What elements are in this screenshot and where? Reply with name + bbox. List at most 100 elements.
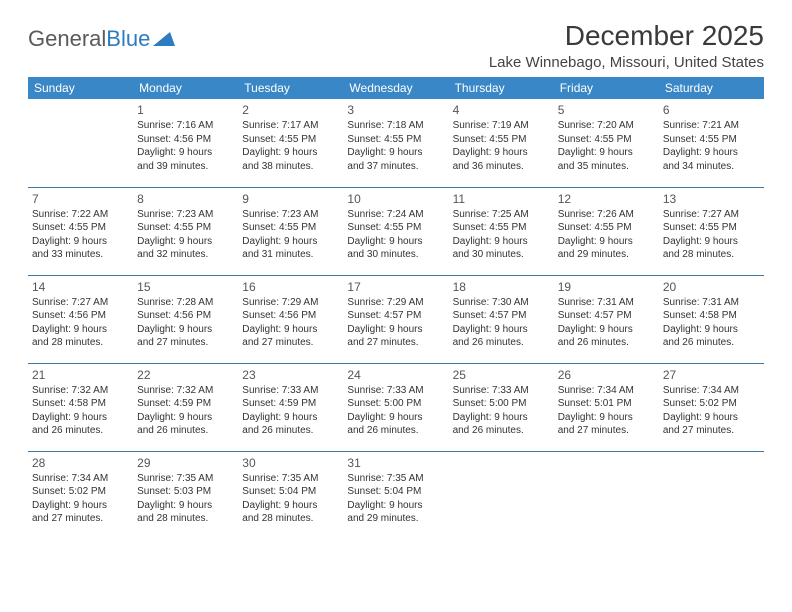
daylight-text: Daylight: 9 hours — [137, 235, 234, 249]
calendar-day-cell: 17Sunrise: 7:29 AMSunset: 4:57 PMDayligh… — [343, 275, 448, 363]
day-header: Tuesday — [238, 77, 343, 99]
sunrise-text: Sunrise: 7:27 AM — [32, 296, 129, 310]
sunset-text: Sunset: 4:55 PM — [663, 221, 760, 235]
calendar-day-cell: 26Sunrise: 7:34 AMSunset: 5:01 PMDayligh… — [554, 363, 659, 451]
sunrise-text: Sunrise: 7:33 AM — [242, 384, 339, 398]
sunrise-text: Sunrise: 7:17 AM — [242, 119, 339, 133]
day-number: 10 — [347, 191, 444, 207]
day-header: Sunday — [28, 77, 133, 99]
daylight-text: Daylight: 9 hours — [558, 411, 655, 425]
calendar-day-cell: 14Sunrise: 7:27 AMSunset: 4:56 PMDayligh… — [28, 275, 133, 363]
calendar-day-cell: 11Sunrise: 7:25 AMSunset: 4:55 PMDayligh… — [449, 187, 554, 275]
sunrise-text: Sunrise: 7:32 AM — [137, 384, 234, 398]
sunset-text: Sunset: 4:59 PM — [242, 397, 339, 411]
day-number: 25 — [453, 367, 550, 383]
sunrise-text: Sunrise: 7:28 AM — [137, 296, 234, 310]
daylight-text: and 28 minutes. — [32, 336, 129, 350]
sunrise-text: Sunrise: 7:21 AM — [663, 119, 760, 133]
sunrise-text: Sunrise: 7:27 AM — [663, 208, 760, 222]
sunrise-text: Sunrise: 7:25 AM — [453, 208, 550, 222]
sunrise-text: Sunrise: 7:35 AM — [242, 472, 339, 486]
day-number: 11 — [453, 191, 550, 207]
calendar-day-cell: 21Sunrise: 7:32 AMSunset: 4:58 PMDayligh… — [28, 363, 133, 451]
daylight-text: Daylight: 9 hours — [453, 323, 550, 337]
calendar-day-cell: 19Sunrise: 7:31 AMSunset: 4:57 PMDayligh… — [554, 275, 659, 363]
daylight-text: and 39 minutes. — [137, 160, 234, 174]
daylight-text: and 26 minutes. — [453, 336, 550, 350]
sunset-text: Sunset: 4:56 PM — [137, 309, 234, 323]
sunrise-text: Sunrise: 7:35 AM — [347, 472, 444, 486]
daylight-text: and 27 minutes. — [663, 424, 760, 438]
calendar-day-cell: 25Sunrise: 7:33 AMSunset: 5:00 PMDayligh… — [449, 363, 554, 451]
day-number: 29 — [137, 455, 234, 471]
calendar-day-cell: 29Sunrise: 7:35 AMSunset: 5:03 PMDayligh… — [133, 451, 238, 539]
day-number: 1 — [137, 102, 234, 118]
calendar-day-cell: 15Sunrise: 7:28 AMSunset: 4:56 PMDayligh… — [133, 275, 238, 363]
daylight-text: Daylight: 9 hours — [137, 323, 234, 337]
sunset-text: Sunset: 4:55 PM — [32, 221, 129, 235]
calendar-day-cell: 30Sunrise: 7:35 AMSunset: 5:04 PMDayligh… — [238, 451, 343, 539]
daylight-text: and 27 minutes. — [558, 424, 655, 438]
sunset-text: Sunset: 4:59 PM — [137, 397, 234, 411]
daylight-text: Daylight: 9 hours — [663, 235, 760, 249]
sunrise-text: Sunrise: 7:33 AM — [347, 384, 444, 398]
daylight-text: Daylight: 9 hours — [242, 499, 339, 513]
daylight-text: and 38 minutes. — [242, 160, 339, 174]
daylight-text: and 26 minutes. — [663, 336, 760, 350]
day-number: 27 — [663, 367, 760, 383]
sunset-text: Sunset: 5:04 PM — [347, 485, 444, 499]
logo-triangle-icon — [153, 26, 175, 52]
daylight-text: Daylight: 9 hours — [663, 323, 760, 337]
calendar-day-cell: 22Sunrise: 7:32 AMSunset: 4:59 PMDayligh… — [133, 363, 238, 451]
daylight-text: Daylight: 9 hours — [558, 235, 655, 249]
day-number: 17 — [347, 279, 444, 295]
day-number: 15 — [137, 279, 234, 295]
sunrise-text: Sunrise: 7:34 AM — [558, 384, 655, 398]
day-number: 26 — [558, 367, 655, 383]
daylight-text: and 28 minutes. — [663, 248, 760, 262]
daylight-text: and 30 minutes. — [453, 248, 550, 262]
daylight-text: Daylight: 9 hours — [347, 235, 444, 249]
daylight-text: and 26 minutes. — [137, 424, 234, 438]
daylight-text: and 28 minutes. — [242, 512, 339, 526]
daylight-text: Daylight: 9 hours — [137, 499, 234, 513]
sunrise-text: Sunrise: 7:16 AM — [137, 119, 234, 133]
calendar-day-cell: 16Sunrise: 7:29 AMSunset: 4:56 PMDayligh… — [238, 275, 343, 363]
day-number: 24 — [347, 367, 444, 383]
sunset-text: Sunset: 4:57 PM — [558, 309, 655, 323]
daylight-text: Daylight: 9 hours — [453, 146, 550, 160]
daylight-text: Daylight: 9 hours — [663, 411, 760, 425]
logo-text-2: Blue — [106, 26, 150, 52]
sunset-text: Sunset: 4:58 PM — [32, 397, 129, 411]
sunset-text: Sunset: 4:56 PM — [242, 309, 339, 323]
calendar-day-cell: 7Sunrise: 7:22 AMSunset: 4:55 PMDaylight… — [28, 187, 133, 275]
sunrise-text: Sunrise: 7:19 AM — [453, 119, 550, 133]
sunset-text: Sunset: 5:00 PM — [453, 397, 550, 411]
calendar-day-cell: 5Sunrise: 7:20 AMSunset: 4:55 PMDaylight… — [554, 99, 659, 187]
day-number: 7 — [32, 191, 129, 207]
calendar-day-cell: 18Sunrise: 7:30 AMSunset: 4:57 PMDayligh… — [449, 275, 554, 363]
sunrise-text: Sunrise: 7:18 AM — [347, 119, 444, 133]
sunset-text: Sunset: 5:04 PM — [242, 485, 339, 499]
daylight-text: Daylight: 9 hours — [32, 235, 129, 249]
daylight-text: Daylight: 9 hours — [347, 323, 444, 337]
calendar-day-cell: 2Sunrise: 7:17 AMSunset: 4:55 PMDaylight… — [238, 99, 343, 187]
daylight-text: Daylight: 9 hours — [32, 323, 129, 337]
daylight-text: Daylight: 9 hours — [137, 146, 234, 160]
daylight-text: Daylight: 9 hours — [347, 146, 444, 160]
calendar-empty-cell — [449, 451, 554, 539]
daylight-text: and 34 minutes. — [663, 160, 760, 174]
daylight-text: and 27 minutes. — [32, 512, 129, 526]
sunset-text: Sunset: 4:55 PM — [453, 133, 550, 147]
sunset-text: Sunset: 5:00 PM — [347, 397, 444, 411]
sunrise-text: Sunrise: 7:23 AM — [242, 208, 339, 222]
calendar-day-cell: 27Sunrise: 7:34 AMSunset: 5:02 PMDayligh… — [659, 363, 764, 451]
day-header: Monday — [133, 77, 238, 99]
calendar-day-cell: 20Sunrise: 7:31 AMSunset: 4:58 PMDayligh… — [659, 275, 764, 363]
daylight-text: and 33 minutes. — [32, 248, 129, 262]
daylight-text: Daylight: 9 hours — [242, 411, 339, 425]
daylight-text: Daylight: 9 hours — [453, 411, 550, 425]
day-number: 9 — [242, 191, 339, 207]
sunrise-text: Sunrise: 7:31 AM — [663, 296, 760, 310]
daylight-text: and 27 minutes. — [242, 336, 339, 350]
